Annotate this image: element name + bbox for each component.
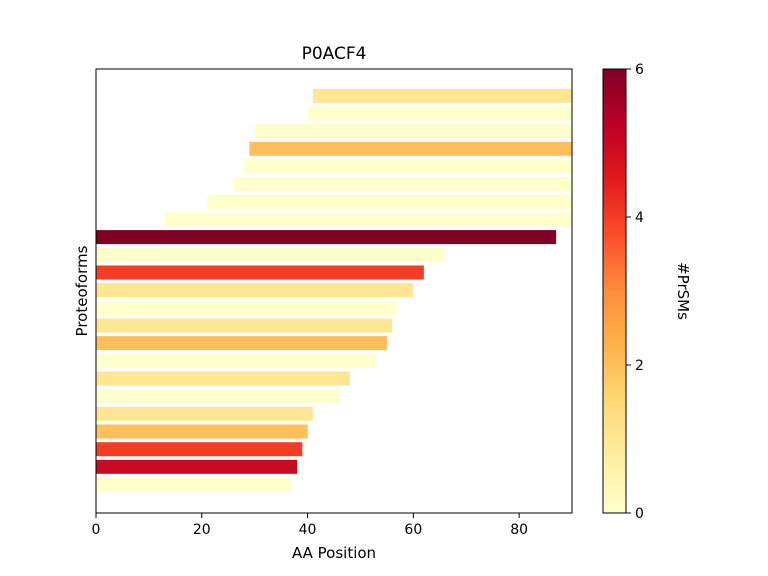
bar [249,141,572,156]
bar [233,177,572,192]
bar [164,212,573,227]
bar [96,406,313,421]
bar [96,459,297,474]
x-tick-label: 80 [510,522,528,538]
bar [96,283,414,298]
bar [96,300,398,315]
bar [312,88,572,103]
x-tick-label: 0 [92,522,101,538]
x-tick-label: 20 [193,522,211,538]
plot-frame [95,68,573,514]
bar [254,124,572,139]
colorbar-ticks: 0 2 4 6 [626,62,644,522]
colorbar-tick-label: 6 [635,62,644,78]
colorbar-tick-label: 2 [635,358,644,374]
bar [96,265,424,280]
bar [96,230,557,245]
x-axis-label: AA Position [292,544,376,562]
bar [96,353,377,368]
bar [307,106,572,121]
bar [96,247,446,262]
bar [207,194,572,209]
colorbar [602,68,627,514]
y-axis-label: Proteoforms [73,245,91,336]
x-tick-label: 40 [299,522,317,538]
bar [96,389,340,404]
x-axis: 0 20 40 60 80 [92,513,528,538]
colorbar-tick-label: 0 [635,506,644,522]
bar [96,318,393,333]
bars-group [96,88,573,492]
bar [96,371,350,386]
chart-title: P0ACF4 [302,44,367,64]
bar [96,477,292,492]
colorbar-label: #PrSMs [674,262,692,320]
x-tick-label: 60 [404,522,422,538]
bar [96,336,387,351]
bar [244,159,572,174]
bar [96,424,308,439]
colorbar-tick-label: 4 [635,210,644,226]
bar [96,442,303,457]
